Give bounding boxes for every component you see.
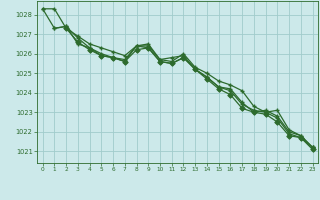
Text: Graphe pression niveau de la mer (hPa): Graphe pression niveau de la mer (hPa): [74, 185, 246, 194]
